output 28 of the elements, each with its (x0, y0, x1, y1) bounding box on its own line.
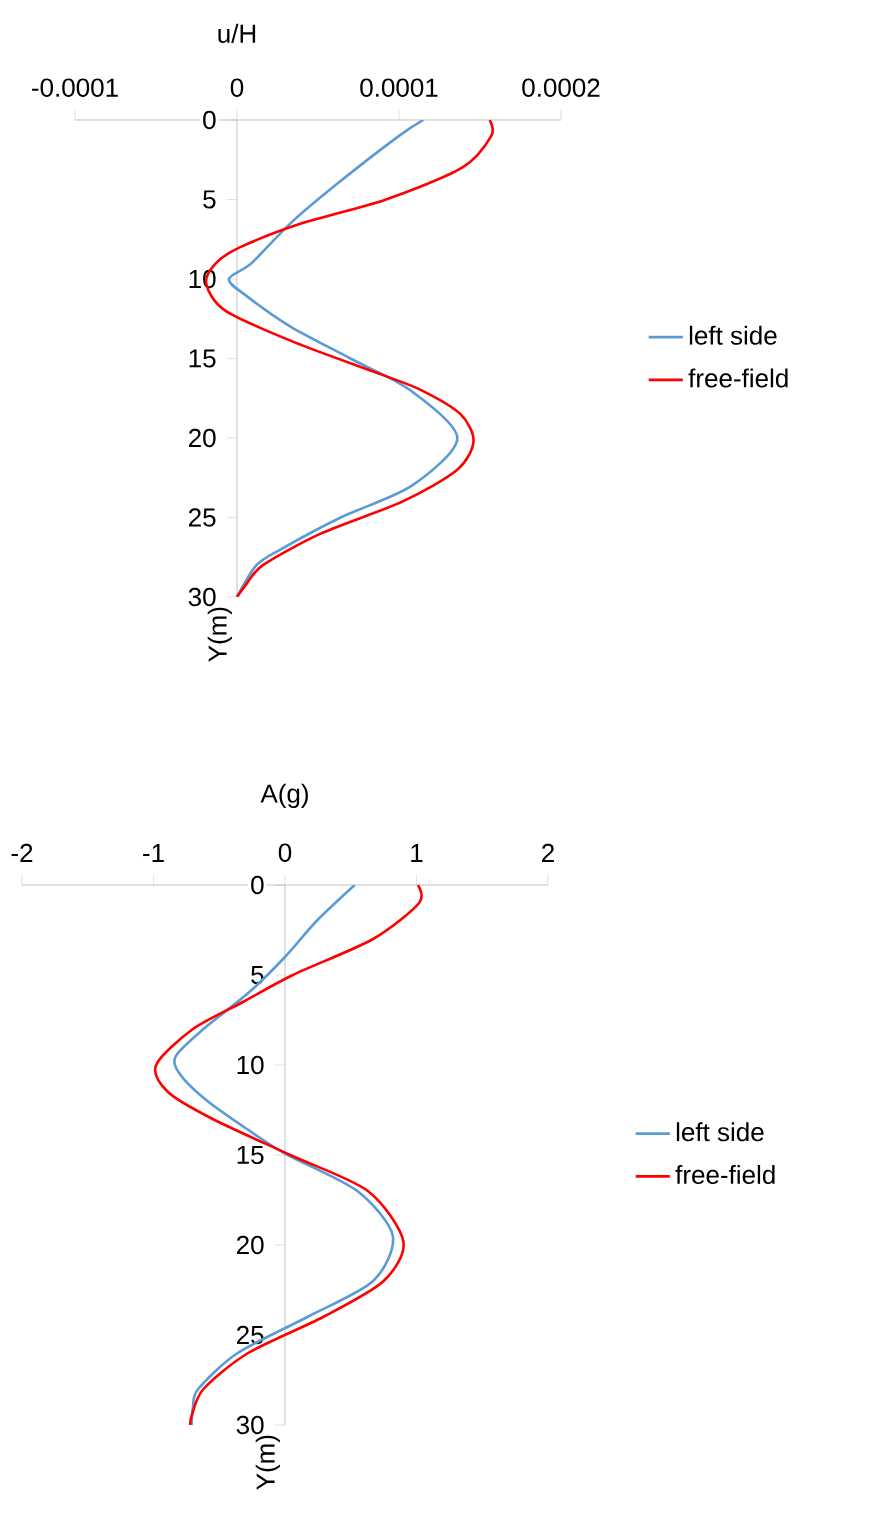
x-tick-label: 0 (278, 843, 292, 862)
x-tick-label: -1 (143, 844, 164, 862)
y-tick-label: 0 (251, 875, 264, 895)
y-tick-label: 30 (236, 1415, 264, 1435)
y-tick-label: 15 (237, 1145, 264, 1165)
y-tick-label: 30 (188, 587, 216, 607)
legend-label: free-field (688, 368, 788, 388)
x-tick-label: -2 (11, 843, 33, 862)
legend-label: left side (676, 1122, 764, 1142)
x-tick-label: 1 (411, 844, 423, 862)
y-tick-label: 5 (203, 190, 216, 209)
y-axis-title: Y(m) (207, 607, 232, 662)
y-tick-label: 10 (237, 1055, 264, 1075)
legend-label: left side (689, 325, 777, 345)
y-tick-label: 25 (189, 508, 216, 527)
x-axis-title: A(g) (260, 783, 308, 808)
y-tick-label: 20 (189, 428, 216, 448)
y-tick-label: 0 (203, 110, 216, 130)
y-tick-label: 20 (236, 1235, 264, 1255)
y-tick-label: 15 (189, 349, 216, 368)
legend-label: free-field (675, 1164, 775, 1185)
x-tick-label: 0.0001 (360, 78, 438, 97)
x-axis-title: u/H (218, 23, 256, 43)
x-tick-label: 2 (542, 843, 554, 862)
line-series (227, 119, 459, 597)
x-tick-label: 0.0002 (522, 78, 600, 97)
x-tick-label: -0.0001 (32, 78, 118, 97)
y-axis-title: Y(m) (255, 1435, 280, 1490)
